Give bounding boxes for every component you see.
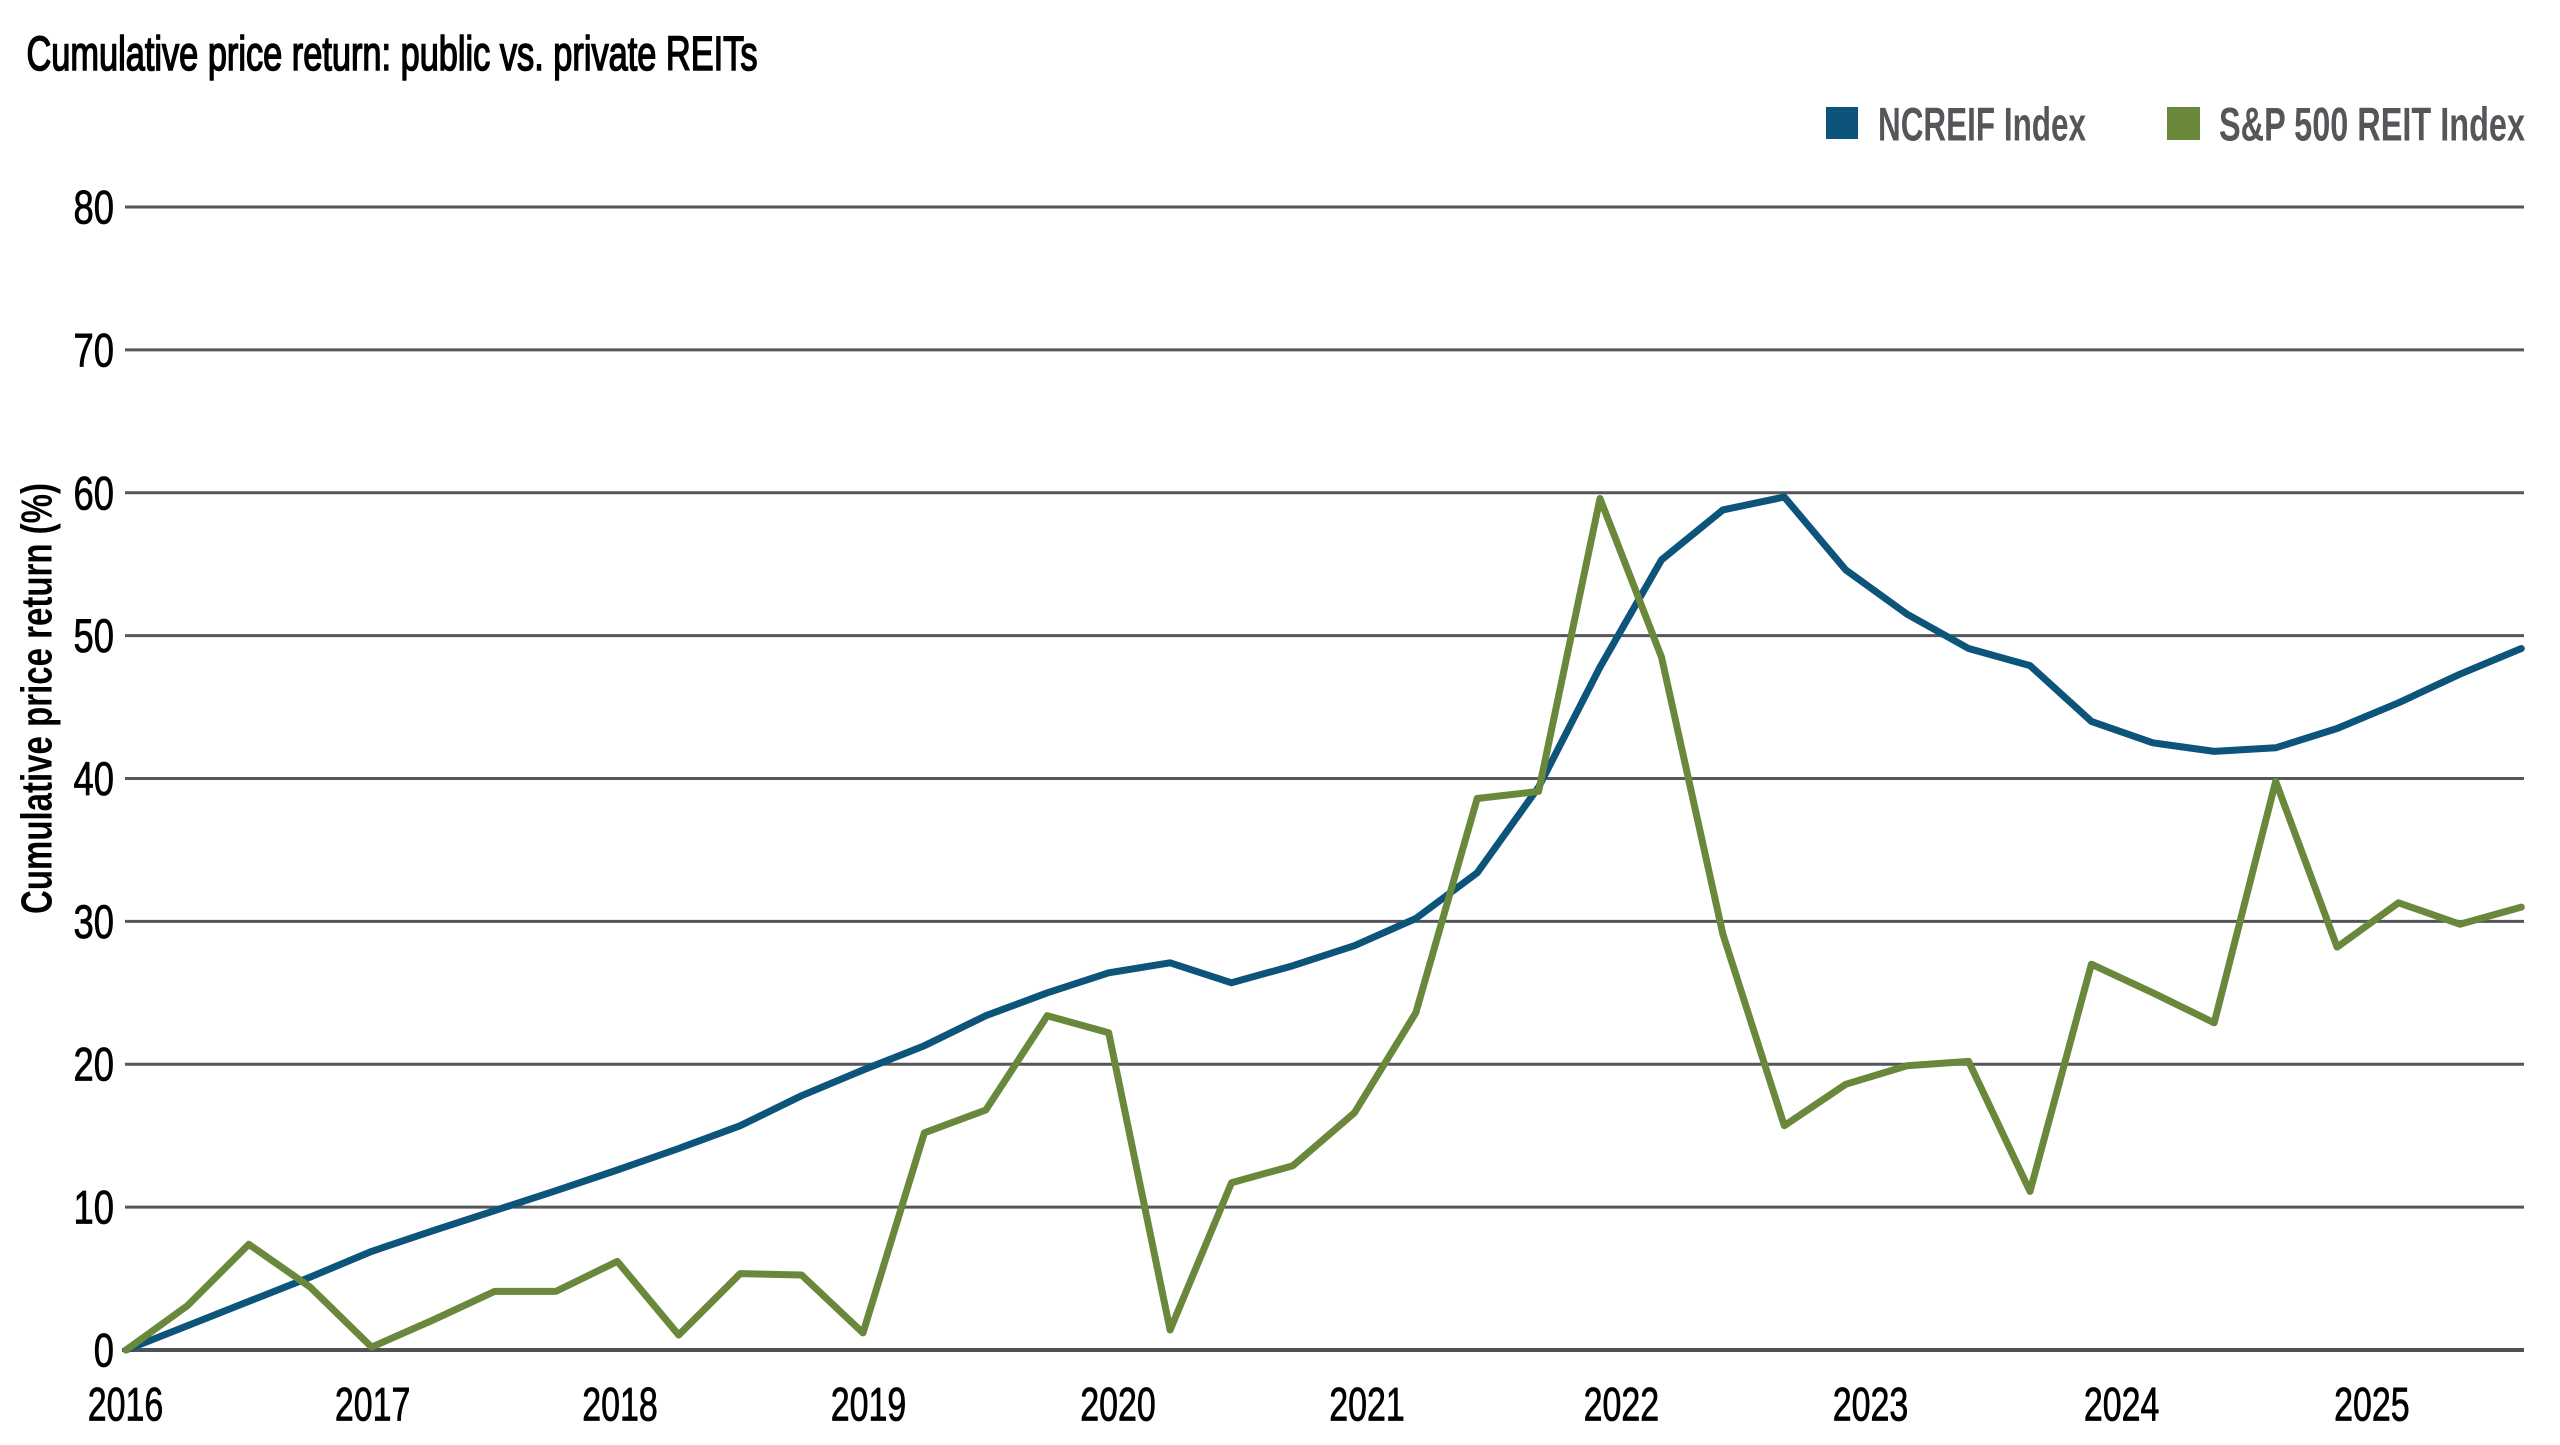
svg-text:NCREIF Index: NCREIF Index bbox=[1878, 98, 2086, 151]
svg-text:60: 60 bbox=[74, 466, 115, 519]
svg-text:2023: 2023 bbox=[1833, 1378, 1909, 1431]
svg-text:20: 20 bbox=[74, 1038, 115, 1091]
svg-text:50: 50 bbox=[74, 609, 115, 662]
svg-text:2016: 2016 bbox=[88, 1378, 164, 1431]
svg-text:2018: 2018 bbox=[582, 1378, 658, 1431]
svg-text:0: 0 bbox=[94, 1324, 114, 1377]
svg-text:Cumulative price return (%): Cumulative price return (%) bbox=[13, 483, 62, 914]
svg-text:30: 30 bbox=[74, 895, 115, 948]
svg-text:2017: 2017 bbox=[335, 1378, 411, 1431]
svg-text:S&P 500 REIT Index: S&P 500 REIT Index bbox=[2219, 98, 2525, 151]
svg-text:2020: 2020 bbox=[1080, 1378, 1156, 1431]
svg-text:10: 10 bbox=[74, 1181, 115, 1234]
svg-text:70: 70 bbox=[74, 323, 115, 376]
svg-text:80: 80 bbox=[74, 181, 115, 234]
svg-text:2022: 2022 bbox=[1584, 1378, 1660, 1431]
svg-text:2019: 2019 bbox=[831, 1378, 907, 1431]
svg-text:2021: 2021 bbox=[1329, 1378, 1405, 1431]
svg-text:Cumulative price return: publi: Cumulative price return: public vs. priv… bbox=[27, 28, 758, 81]
svg-text:2025: 2025 bbox=[2334, 1378, 2410, 1431]
svg-text:40: 40 bbox=[74, 752, 115, 805]
svg-text:2024: 2024 bbox=[2084, 1378, 2160, 1431]
